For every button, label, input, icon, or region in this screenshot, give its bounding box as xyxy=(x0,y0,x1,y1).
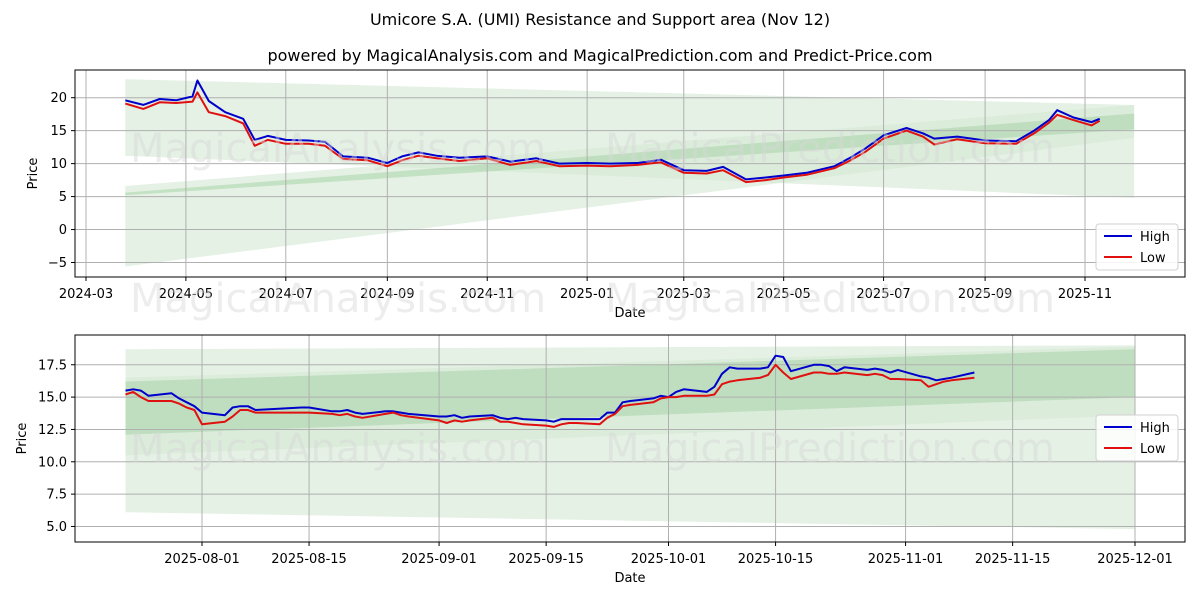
y-tick-label: 0 xyxy=(59,223,67,238)
chart-panel-2: 5.0 7.5 10.0 12.5 15.0 17.5 2025-08-01 2025-08-… xyxy=(15,334,1186,586)
y-tick-label: 10 xyxy=(50,157,67,172)
legend-high-label: High xyxy=(1140,421,1170,436)
x-tick-label: 2025-03 xyxy=(657,287,711,302)
x-tick-label: 2024-11 xyxy=(460,287,514,302)
legend-high-label: High xyxy=(1140,230,1170,245)
watermark-text: MagicalPrediction.com xyxy=(605,276,1055,322)
x-tick-label: 2024-07 xyxy=(259,287,313,302)
x-axis-label: Date xyxy=(614,571,645,586)
legend: High Low xyxy=(1095,414,1179,462)
x-tick-label: 2025-07 xyxy=(856,287,910,302)
chart-title: Umicore S.A. (UMI) Resistance and Suppor… xyxy=(369,10,831,29)
legend-low-label: Low xyxy=(1140,251,1166,266)
watermark-text: MagicalAnalysis.com xyxy=(130,426,546,472)
legend-low-label: Low xyxy=(1140,442,1166,457)
low-price-line xyxy=(125,91,1101,184)
low-price-line xyxy=(125,363,975,428)
y-tick-label: 12.5 xyxy=(38,423,67,438)
y-tick-label: 17.5 xyxy=(38,358,67,373)
x-tick-label: 2025-09-15 xyxy=(508,552,584,567)
x-tick-label: 2024-05 xyxy=(159,287,213,302)
legend: High Low xyxy=(1095,223,1179,271)
x-tick-label: 2025-09-01 xyxy=(401,552,477,567)
y-tick-label: 5.0 xyxy=(46,520,67,535)
x-tick-label: 2025-10-01 xyxy=(631,552,707,567)
x-tick-label: 2024-03 xyxy=(59,287,113,302)
x-tick-label: 2025-08-15 xyxy=(271,552,347,567)
x-tick-label: 2025-08-01 xyxy=(164,552,240,567)
x-tick-label: 2025-09 xyxy=(958,287,1012,302)
chart-panel-1: −5 0 5 10 15 20 2024-03 2024-05 2024-07 2024-09 20… xyxy=(26,69,1186,321)
watermark-text: MagicalPrediction.com xyxy=(605,426,1055,472)
y-tick-label: 15 xyxy=(50,124,67,139)
high-price-line xyxy=(125,79,1101,181)
high-price-line xyxy=(125,354,975,423)
y-axis-label: Price xyxy=(15,423,30,455)
support-core-band xyxy=(125,113,1135,196)
y-tick-label: −5 xyxy=(48,256,67,271)
axes-frame xyxy=(74,334,1186,543)
watermark-text: MagicalAnalysis.com xyxy=(130,126,546,172)
x-axis-label: Date xyxy=(614,306,645,321)
y-axis-label: Price xyxy=(26,158,41,190)
y-tick-label: 5 xyxy=(59,190,67,205)
watermark-text: MagicalPrediction.com xyxy=(605,126,1055,172)
x-tick-label: 2025-10-15 xyxy=(738,552,814,567)
x-tick-label: 2025-11 xyxy=(1058,287,1112,302)
x-tick-label: 2025-12-01 xyxy=(1097,552,1173,567)
watermark-text: MagicalAnalysis.com xyxy=(130,276,546,322)
y-tick-label: 10.0 xyxy=(38,455,67,470)
y-tick-label: 7.5 xyxy=(46,488,67,503)
x-tick-label: 2025-11-15 xyxy=(975,552,1051,567)
y-tick-label: 15.0 xyxy=(38,391,67,406)
x-tick-label: 2025-01 xyxy=(560,287,614,302)
axes-frame xyxy=(74,69,1186,278)
chart-subtitle: powered by MagicalAnalysis.com and Magic… xyxy=(267,46,933,65)
x-tick-label: 2024-09 xyxy=(360,287,414,302)
y-tick-label: 20 xyxy=(50,91,67,106)
x-tick-label: 2025-11-01 xyxy=(868,552,944,567)
x-tick-label: 2025-05 xyxy=(756,287,810,302)
